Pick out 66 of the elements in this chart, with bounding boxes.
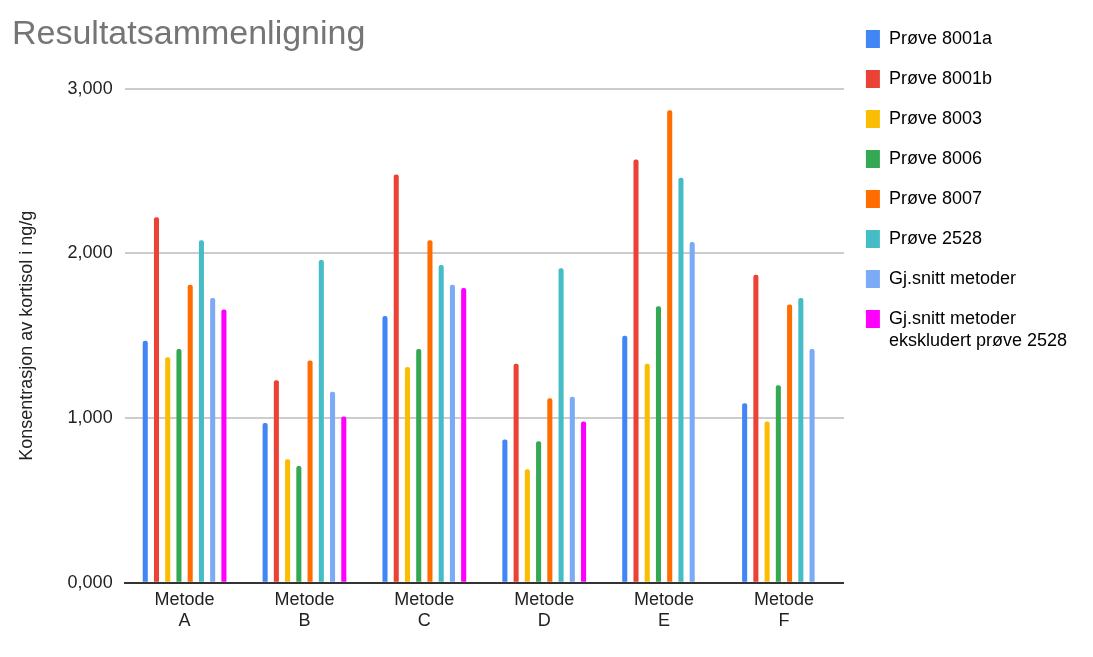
x-tick-label: Metode F [753, 588, 814, 631]
x-tick-label: Metode A [154, 588, 215, 631]
legend-label: Prøve 8006 [888, 147, 982, 168]
bar [558, 268, 564, 582]
legend-label: Gj.snitt metoder [888, 267, 1016, 288]
bar [210, 297, 216, 582]
bar [307, 360, 313, 582]
y-tick-label: 0,000 [67, 571, 113, 592]
bar [655, 306, 661, 582]
y-tick-label: 1,000 [67, 407, 113, 428]
bar [502, 439, 508, 582]
bar [187, 284, 193, 582]
bar [142, 340, 148, 582]
bar [678, 177, 684, 582]
bar [547, 398, 553, 582]
bar [622, 335, 628, 582]
bar [753, 274, 759, 582]
bar [775, 385, 781, 582]
y-axis-title: Konsentrasjon av kortisol i ng/g [15, 210, 36, 461]
bar [787, 304, 793, 582]
bar [689, 241, 695, 582]
bar [644, 363, 650, 582]
bar [318, 260, 324, 582]
bar [581, 421, 587, 582]
x-tick-label: Metode B [274, 588, 335, 631]
legend-label: Prøve 2528 [888, 227, 982, 248]
y-tick-label: 3,000 [67, 77, 113, 98]
bar [513, 363, 519, 582]
bar [285, 459, 291, 582]
bar [667, 110, 673, 582]
bar [461, 288, 467, 582]
bar [153, 217, 160, 582]
bar [176, 348, 182, 582]
bar [449, 284, 455, 582]
bar [221, 309, 227, 582]
bar [296, 465, 302, 582]
x-tick-label: Metode D [514, 588, 575, 631]
bar [438, 264, 444, 582]
bar [742, 403, 748, 582]
chart-title: Resultatsammenligning [12, 12, 366, 51]
bar [764, 421, 770, 582]
bar [404, 367, 411, 582]
bar [633, 159, 639, 582]
bar [198, 240, 204, 582]
bar [524, 469, 530, 582]
bar [427, 240, 433, 582]
bar [273, 380, 279, 582]
bar [330, 391, 336, 582]
bar [262, 423, 268, 582]
x-tick-label: Metode C [394, 588, 455, 631]
bar [341, 416, 347, 582]
bar [798, 297, 804, 582]
bar [416, 348, 422, 582]
legend-label: Prøve 8001b [888, 67, 992, 88]
bar [382, 316, 388, 582]
bar [809, 348, 815, 582]
bar [393, 174, 399, 582]
legend-label: Gj.snitt metoder ekskludert prøve 2528 [888, 307, 1067, 350]
bar [165, 357, 171, 582]
legend-label: Prøve 8001a [888, 27, 993, 48]
legend-label: Prøve 8003 [888, 107, 982, 128]
bar [569, 396, 575, 582]
bar [536, 441, 542, 582]
x-tick-label: Metode E [634, 588, 695, 631]
legend-label: Prøve 8007 [888, 187, 982, 208]
y-tick-label: 2,000 [67, 242, 113, 263]
